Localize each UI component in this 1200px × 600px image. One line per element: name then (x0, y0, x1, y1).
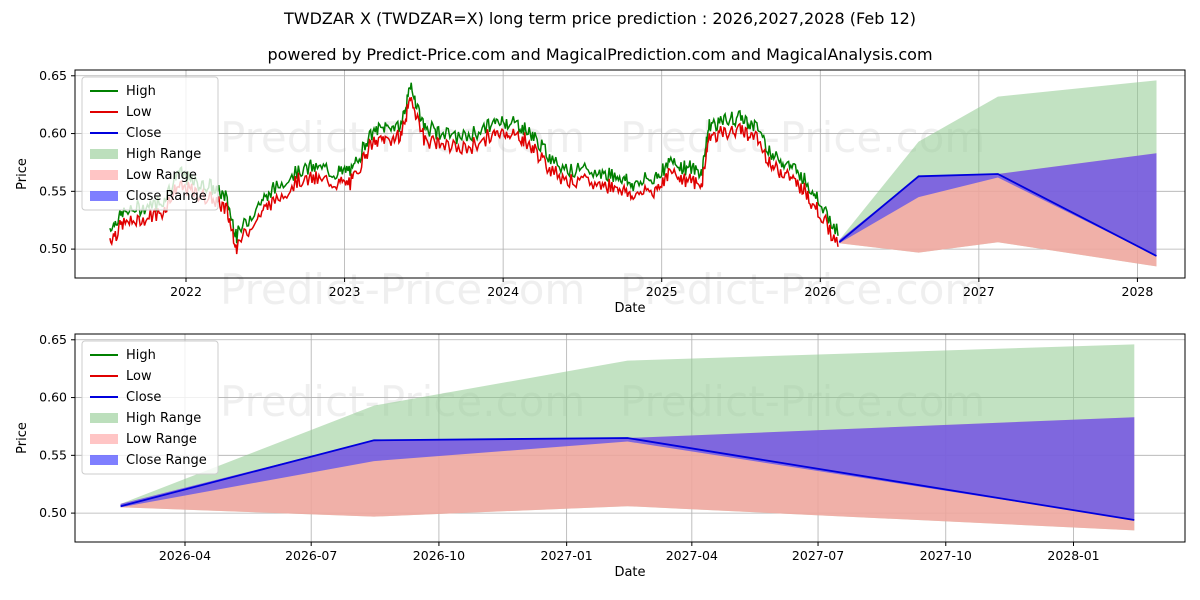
close-line (838, 173, 1157, 257)
x-tick-label: 2027 (963, 284, 995, 299)
legend-label: High (126, 348, 156, 363)
x-tick-label: 2023 (329, 284, 361, 299)
x-tick-label: 2025 (646, 284, 678, 299)
x-tick-label: 2026 (804, 284, 836, 299)
y-tick-label: 0.65 (39, 68, 67, 83)
legend-swatch (90, 149, 118, 159)
x-axis-label: Date (614, 301, 645, 316)
legend-label: Low (126, 105, 152, 120)
chart-subtitle: powered by Predict-Price.com and Magical… (267, 45, 933, 64)
x-tick-label: 2027-07 (792, 548, 844, 563)
legend-label: Close (126, 126, 161, 141)
high-line (109, 82, 839, 244)
y-tick-label: 0.60 (39, 126, 67, 141)
legend-label: Low Range (126, 168, 197, 183)
x-tick-label: 2027-10 (920, 548, 972, 563)
y-tick-label: 0.55 (39, 447, 67, 462)
y-tick-label: 0.50 (39, 505, 67, 520)
watermark: Predict-Price.com (220, 265, 585, 314)
legend-swatch (90, 413, 118, 423)
chart-title: TWDZAR X (TWDZAR=X) long term price pred… (283, 9, 917, 28)
axes-frame (74, 69, 1186, 279)
panel-top: Predict-Price.com Predict-Price.comPredic… (15, 68, 1186, 316)
y-axis-label: Price (15, 158, 30, 190)
low-line (109, 96, 839, 255)
y-tick-label: 0.50 (39, 241, 67, 256)
legend-label: Low (126, 369, 152, 384)
x-tick-label: 2027-04 (666, 548, 718, 563)
x-axis-label: Date (614, 565, 645, 580)
legend-label: Close Range (126, 189, 207, 204)
panel-bottom: Predict-Price.comPredict-Price.com0.500.… (15, 332, 1186, 580)
x-tick-label: 2027-01 (541, 548, 593, 563)
x-tick-label: 2028-01 (1047, 548, 1099, 563)
legend-swatch (90, 434, 118, 444)
legend-swatch (90, 170, 118, 180)
x-tick-label: 2028 (1122, 284, 1154, 299)
axes-frame (74, 333, 1186, 543)
x-tick-label: 2024 (487, 284, 519, 299)
legend-label: Close (126, 390, 161, 405)
legend-label: High Range (126, 411, 201, 426)
legend-label: High (126, 84, 156, 99)
legend-swatch (90, 191, 118, 201)
x-tick-label: 2022 (170, 284, 202, 299)
legend-swatch (90, 455, 118, 465)
y-axis-label: Price (15, 422, 30, 454)
x-tick-label: 2026-04 (159, 548, 211, 563)
legend-label: High Range (126, 147, 201, 162)
close-line (120, 437, 1135, 521)
y-tick-label: 0.65 (39, 332, 67, 347)
x-tick-label: 2026-07 (285, 548, 337, 563)
watermark: Predict-Price.com (620, 265, 985, 314)
close-range-area (120, 417, 1135, 520)
close-range-area (839, 153, 1157, 256)
y-tick-label: 0.55 (39, 183, 67, 198)
legend-label: Close Range (126, 453, 207, 468)
x-tick-label: 2026-10 (413, 548, 465, 563)
y-tick-label: 0.60 (39, 390, 67, 405)
legend-label: Low Range (126, 432, 197, 447)
